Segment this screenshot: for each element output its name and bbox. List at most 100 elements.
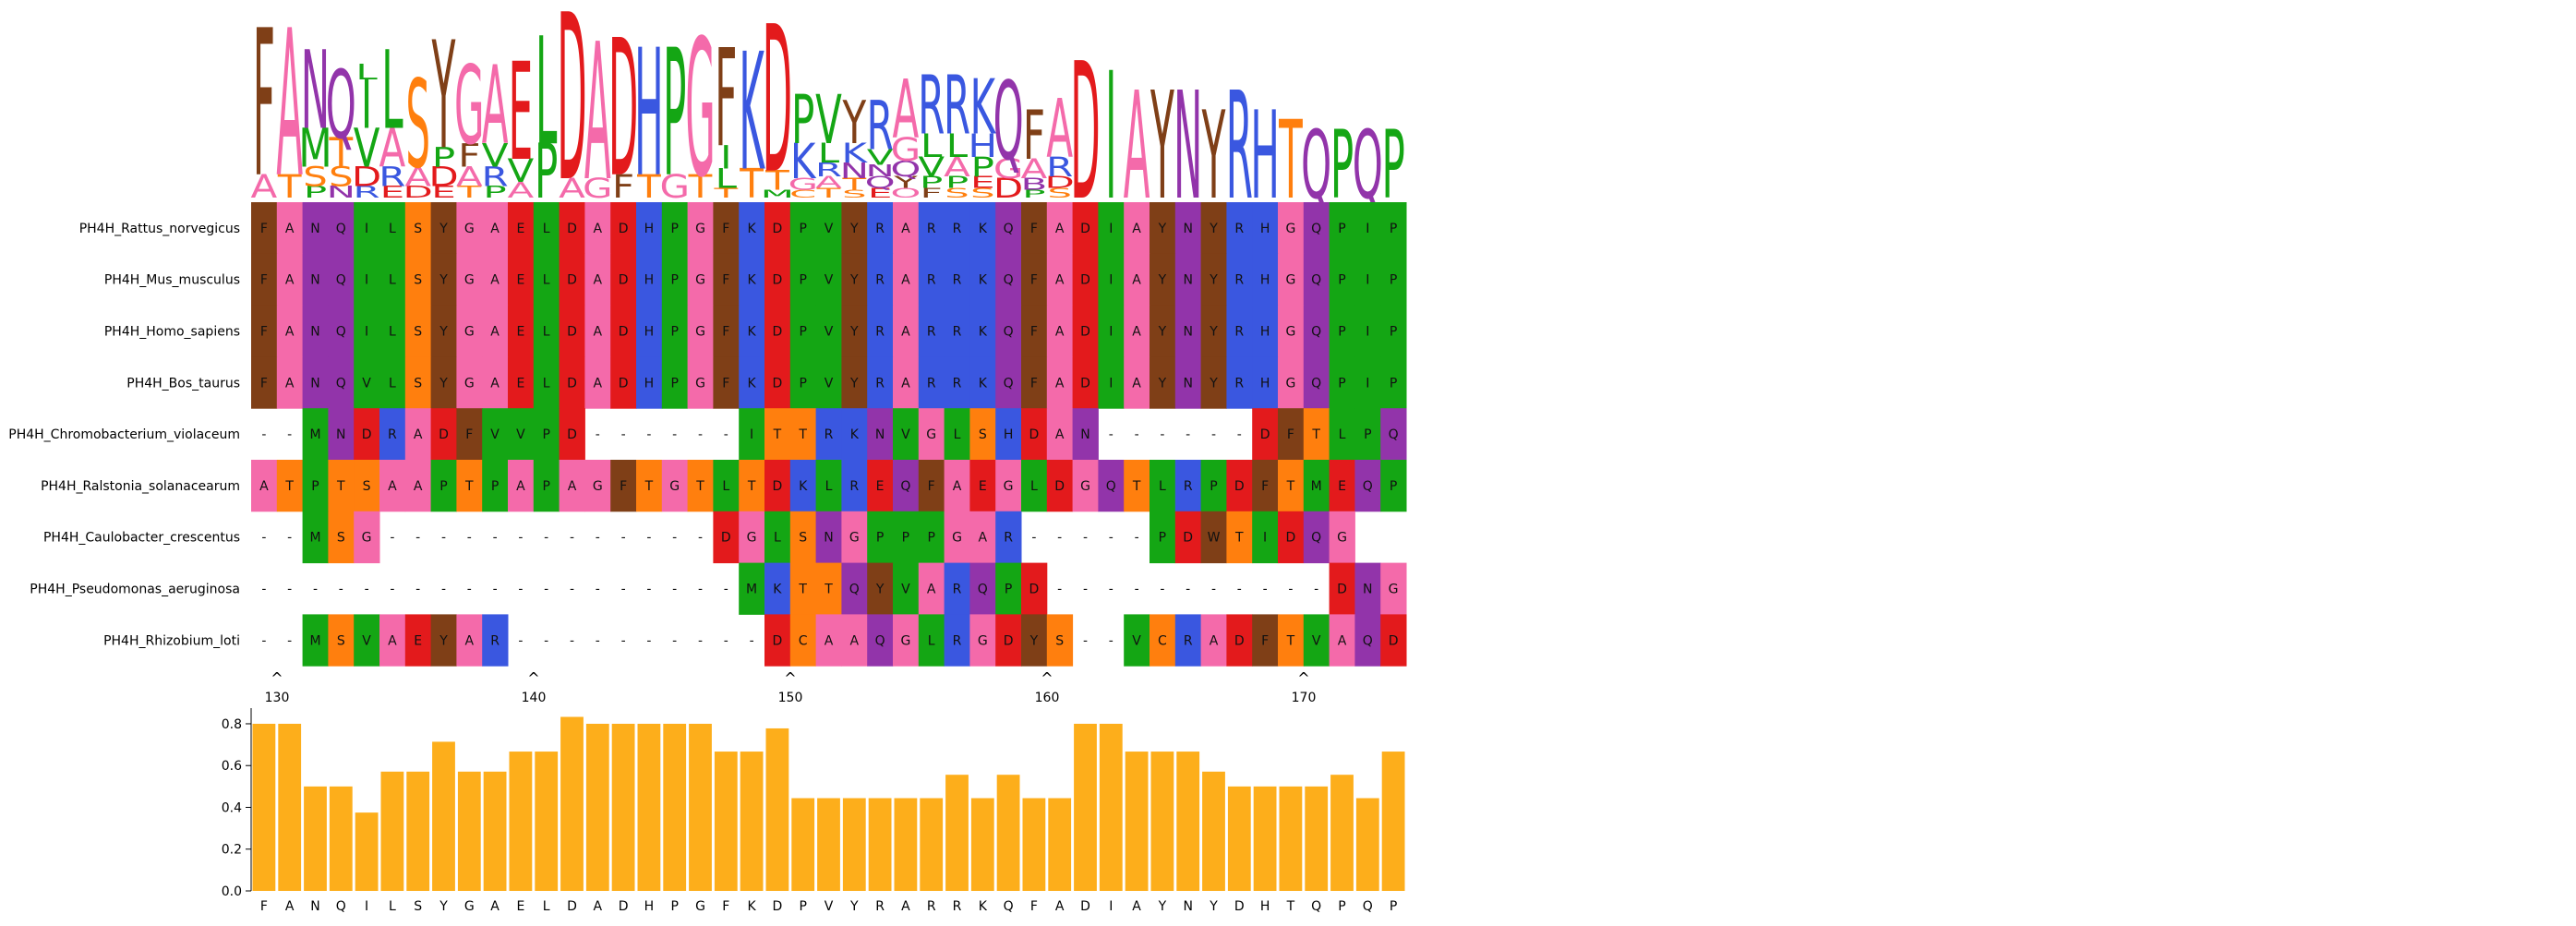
residue-cell: [354, 356, 380, 409]
residue-letter: -: [596, 427, 600, 442]
residue-cell: [1329, 202, 1355, 255]
residue-cell: [1124, 614, 1150, 667]
residue-cell: [379, 614, 406, 667]
residue-letter: Q: [336, 273, 346, 288]
logo-letter: R: [354, 183, 380, 202]
residue-letter: S: [337, 531, 345, 546]
residue-cell: [893, 408, 920, 461]
residue-letter: R: [927, 376, 936, 391]
residue-cell: [1380, 408, 1407, 461]
logo-letter: V: [918, 150, 945, 183]
conservation-bar: [278, 723, 302, 891]
residue-letter: A: [1132, 325, 1141, 340]
residue-cell: [969, 408, 996, 461]
residue-letter: A: [1132, 273, 1141, 288]
residue-letter: D: [619, 376, 629, 391]
logo-letter: Y: [893, 173, 918, 192]
residue-cell: [918, 511, 945, 564]
residue-letter: R: [875, 222, 885, 236]
residue-letter: R: [849, 479, 859, 494]
residue-cell: [1252, 202, 1279, 255]
residue-cell: [1226, 460, 1253, 512]
residue-letter: R: [1234, 376, 1244, 391]
residue-letter: Q: [1004, 376, 1014, 391]
residue-cell: [636, 305, 663, 357]
logo-letter: Q: [865, 173, 896, 192]
residue-cell: [1380, 253, 1407, 307]
residue-letter: -: [467, 531, 472, 546]
logo-letter: M: [761, 187, 794, 200]
residue-cell: [969, 614, 996, 667]
residue-letter: G: [669, 479, 680, 494]
residue-letter: Q: [875, 633, 885, 648]
residue-letter: -: [1057, 583, 1062, 597]
residue-letter: E: [516, 273, 524, 288]
x-tick-label: L: [543, 899, 550, 914]
residue-letter: G: [695, 325, 705, 340]
residue-cell: [430, 305, 457, 357]
residue-cell: [354, 202, 380, 255]
residue-letter: L: [543, 222, 550, 236]
residue-letter: L: [543, 376, 550, 391]
logo-letter: A: [456, 161, 483, 193]
residue-cell: [739, 202, 765, 255]
logo-letter: A: [1046, 83, 1073, 177]
residue-cell: [944, 562, 970, 615]
residue-letter: -: [365, 583, 369, 597]
residue-letter: G: [593, 479, 603, 494]
residue-letter: -: [467, 583, 472, 597]
residue-letter: A: [285, 222, 295, 236]
sequence-name: PH4H_Pseudomonas_aeruginosa: [30, 583, 240, 597]
residue-letter: -: [1237, 583, 1242, 597]
residue-cell: [1046, 202, 1074, 255]
residue-letter: F: [1030, 325, 1038, 340]
residue-cell: [404, 460, 432, 512]
conservation-bar: [945, 775, 969, 891]
residue-cell: [1200, 356, 1227, 409]
x-tick-label: P: [799, 899, 806, 914]
logo-letter: D: [352, 161, 381, 193]
residue-letter: -: [1083, 583, 1088, 597]
residue-letter: M: [746, 583, 757, 597]
residue-letter: -: [1109, 583, 1113, 597]
residue-letter: R: [1234, 222, 1244, 236]
logo-letter: K: [970, 65, 996, 151]
logo-letter: R: [379, 161, 405, 193]
residue-letter: K: [773, 583, 782, 597]
residue-cell: [713, 305, 740, 357]
ruler-caret: ^: [1041, 669, 1053, 687]
residue-letter: D: [619, 222, 629, 236]
residue-cell: [1354, 356, 1381, 409]
residue-letter: -: [646, 427, 651, 442]
residue-letter: A: [1132, 222, 1141, 236]
residue-cell: [1174, 511, 1202, 564]
residue-cell: [815, 408, 842, 461]
logo-letter: G: [454, 43, 485, 169]
residue-cell: [1124, 305, 1150, 357]
residue-cell: [995, 305, 1022, 357]
residue-letter: I: [365, 273, 368, 288]
conservation-bar: [1150, 752, 1174, 891]
logo-letter: D: [608, 0, 638, 219]
residue-cell: [867, 356, 894, 409]
residue-cell: [789, 305, 817, 357]
residue-letter: D: [567, 325, 577, 340]
residue-letter: -: [261, 583, 266, 597]
residue-cell: [1226, 202, 1253, 255]
residue-letter: A: [490, 376, 500, 391]
residue-cell: [867, 460, 894, 512]
y-tick-label: 0.6: [222, 759, 242, 774]
residue-letter: Q: [336, 222, 346, 236]
residue-letter: A: [1132, 376, 1141, 391]
residue-letter: D: [567, 376, 577, 391]
logo-letter: H: [634, 14, 664, 217]
residue-cell: [1329, 562, 1355, 615]
logo-letter: R: [1046, 150, 1073, 183]
residue-letter: E: [516, 222, 524, 236]
residue-letter: -: [1083, 531, 1088, 546]
residue-cell: [893, 202, 920, 255]
residue-cell: [764, 253, 791, 307]
residue-cell: [713, 202, 740, 255]
residue-cell: [841, 408, 868, 461]
residue-cell: [508, 356, 535, 409]
